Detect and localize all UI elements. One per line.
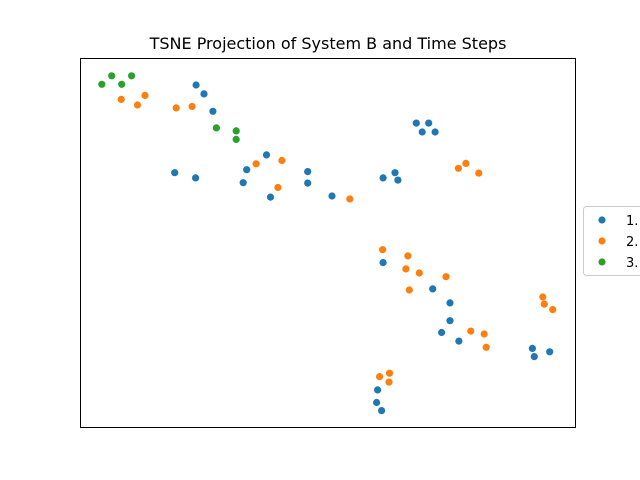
data-point-series-1-6 (239, 179, 247, 187)
data-point-series-3-5 (212, 124, 220, 132)
data-point-series-1-14 (418, 128, 426, 136)
chart-title: TSNE Projection of System B and Time Ste… (149, 34, 507, 53)
data-point-series-2-23 (540, 300, 548, 308)
data-point-series-2-12 (475, 169, 483, 177)
legend-marker-3 (598, 258, 606, 266)
data-point-series-1-12 (328, 192, 336, 200)
data-point-series-1-13 (425, 119, 433, 127)
data-point-series-2-1 (117, 95, 125, 103)
data-point-series-1-9 (192, 174, 200, 182)
data-point-series-2-16 (415, 269, 423, 277)
data-point-series-3-6 (232, 127, 240, 135)
data-point-series-1-2 (200, 90, 208, 98)
data-point-series-1-16 (412, 119, 420, 127)
data-point-series-1-1 (192, 81, 200, 89)
data-point-series-2-7 (278, 156, 286, 165)
data-point-series-1-23 (446, 317, 454, 325)
data-point-series-1-28 (546, 348, 554, 356)
data-point-series-2-5 (188, 102, 196, 111)
data-point-series-3-2 (108, 72, 116, 80)
data-point-series-1-7 (266, 193, 275, 201)
legend-marker-1 (598, 216, 606, 224)
legend-label-1: 1. (626, 214, 638, 229)
data-point-series-2-20 (480, 330, 488, 338)
data-point-series-1-5 (243, 166, 251, 174)
data-point-series-1-20 (379, 259, 387, 267)
data-point-series-1-8 (171, 169, 179, 177)
data-point-series-1-31 (378, 407, 386, 415)
legend-marker-2 (598, 237, 606, 245)
data-point-series-2-26 (385, 378, 393, 386)
data-point-series-1-22 (446, 299, 454, 307)
plot-area-frame (80, 58, 576, 428)
data-point-series-2-2 (133, 101, 142, 109)
data-point-series-2-21 (482, 343, 490, 351)
data-point-series-3-1 (98, 80, 106, 88)
data-point-series-3-4 (128, 72, 136, 80)
data-point-series-1-19 (379, 174, 387, 182)
data-point-series-1-11 (304, 179, 312, 187)
data-point-series-1-26 (528, 344, 537, 352)
legend-frame (583, 206, 640, 276)
data-point-series-1-4 (262, 151, 271, 159)
data-point-series-2-18 (405, 286, 413, 294)
data-point-series-1-18 (394, 176, 402, 184)
data-point-series-2-6 (252, 160, 260, 168)
data-point-series-2-4 (172, 104, 180, 112)
data-point-series-2-17 (442, 273, 450, 281)
data-point-series-2-27 (385, 369, 394, 377)
data-point-series-1-17 (391, 169, 399, 177)
data-point-series-1-15 (431, 128, 439, 136)
data-point-series-2-22 (539, 293, 547, 301)
data-point-series-1-24 (438, 328, 446, 337)
data-point-series-1-10 (304, 168, 312, 176)
data-point-series-2-19 (467, 327, 475, 335)
data-point-series-2-11 (462, 159, 470, 167)
data-point-series-1-25 (455, 337, 463, 345)
data-point-series-2-9 (346, 195, 354, 203)
legend: 1. 2. 3. (583, 206, 640, 276)
legend-label-2: 2. (626, 235, 638, 250)
data-point-series-1-3 (209, 107, 217, 115)
data-point-series-1-29 (374, 386, 382, 394)
data-point-series-2-13 (379, 246, 387, 254)
points-layer (98, 72, 557, 415)
data-point-series-2-15 (402, 265, 410, 273)
data-point-series-1-21 (429, 285, 437, 293)
data-point-series-2-8 (274, 183, 282, 192)
legend-label-3: 3. (626, 256, 638, 271)
data-point-series-2-24 (549, 306, 557, 314)
data-point-series-2-14 (404, 252, 412, 260)
data-point-series-2-3 (141, 91, 149, 99)
data-point-series-1-30 (373, 398, 381, 407)
data-point-series-2-10 (454, 164, 462, 172)
data-point-series-3-3 (118, 80, 126, 88)
data-point-series-3-7 (232, 135, 240, 143)
data-point-series-2-25 (376, 373, 384, 381)
data-point-series-1-27 (530, 353, 538, 361)
